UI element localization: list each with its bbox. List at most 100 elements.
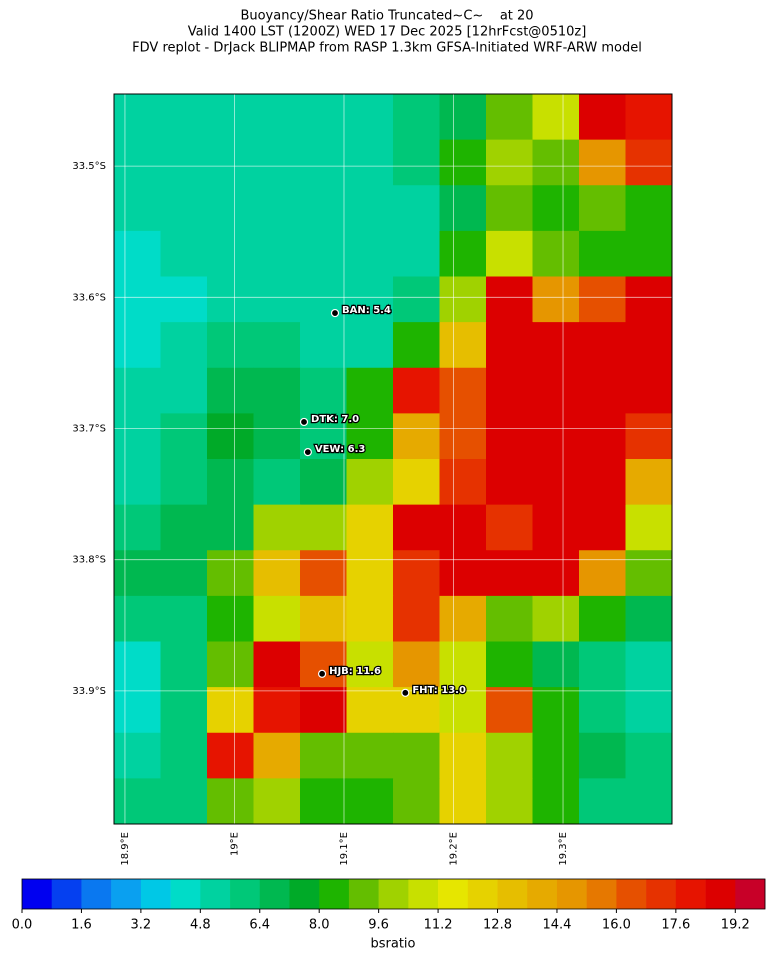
heat-cell (579, 550, 626, 597)
heat-cell (346, 139, 394, 186)
heat-cell (253, 459, 301, 506)
colorbar-swatch (170, 879, 201, 909)
heat-cell (486, 230, 533, 277)
heat-cell (486, 687, 533, 734)
heat-cell (114, 322, 161, 369)
heat-cell (207, 230, 254, 277)
station-label: VEW: 6.3 (315, 444, 366, 455)
colorbar-swatch (527, 879, 558, 909)
chart-title: Buoyancy/Shear Ratio Truncated~C~ at 20 (240, 9, 533, 24)
heat-cell (300, 504, 347, 551)
heat-cell (579, 322, 626, 369)
x-tick-label: 19.3°E (558, 832, 569, 866)
y-tick-label: 33.5°S (72, 161, 106, 172)
colorbar-tick-label: 11.2 (424, 918, 453, 933)
colorbar-swatch (675, 879, 706, 909)
heat-cell (579, 641, 626, 688)
heat-cell (393, 367, 440, 414)
heat-cell (625, 185, 673, 232)
heat-cell (486, 322, 533, 369)
y-tick-label: 33.6°S (72, 292, 106, 303)
heat-cell (579, 732, 626, 779)
heat-cell (160, 732, 208, 779)
heat-cell (579, 504, 626, 551)
heat-cell (160, 367, 208, 414)
colorbar-swatch (646, 879, 677, 909)
station-marker (317, 669, 327, 678)
heat-cell (346, 641, 394, 688)
heat-cell (486, 595, 533, 642)
colorbar-tick-label: 0.0 (12, 918, 33, 933)
heat-cell (439, 641, 487, 688)
heat-cell (253, 230, 301, 277)
colorbar-tick-label: 17.6 (661, 918, 690, 933)
heat-cell (439, 550, 487, 597)
heat-cell (393, 550, 440, 597)
colorbar-swatch (200, 879, 231, 909)
heat-cell (532, 595, 580, 642)
heat-cell (486, 732, 533, 779)
heat-cell (114, 459, 161, 506)
heat-cell (393, 94, 440, 141)
heat-cell (114, 230, 161, 277)
heat-cell (114, 94, 161, 141)
heat-cell (207, 185, 254, 232)
heat-cell (114, 550, 161, 597)
colorbar-swatch (22, 879, 53, 909)
colorbar-swatch (378, 879, 409, 909)
chart-subtitle: FDV replot - DrJack BLIPMAP from RASP 1.… (132, 41, 642, 56)
heat-cell (207, 778, 254, 825)
heat-cell (207, 504, 254, 551)
heat-cell (486, 504, 533, 551)
heat-cell (160, 185, 208, 232)
heat-cell (346, 550, 394, 597)
heat-cell (253, 94, 301, 141)
heat-cell (346, 778, 394, 825)
colorbar-swatch (438, 879, 469, 909)
heat-cell (439, 139, 487, 186)
heat-cell (532, 732, 580, 779)
heat-cell (486, 778, 533, 825)
heat-cell (253, 139, 301, 186)
colorbar-tick-label: 9.6 (368, 918, 389, 933)
y-tick-label: 33.8°S (72, 555, 106, 566)
colorbar-swatch (51, 879, 82, 909)
heat-cell (439, 732, 487, 779)
heat-cell (346, 185, 394, 232)
station-marker (299, 417, 309, 427)
heat-cell (579, 778, 626, 825)
heat-cell (160, 687, 208, 734)
heat-cell (625, 504, 673, 551)
colorbar-swatch (230, 879, 261, 909)
heat-cell (439, 504, 487, 551)
heat-cell (300, 641, 347, 688)
heat-cell (207, 413, 254, 460)
heat-cell (300, 322, 347, 369)
colorbar-tick-label: 6.4 (249, 918, 270, 933)
heat-cell (579, 595, 626, 642)
heat-cell (114, 139, 161, 186)
chart-subtitle: Valid 1400 LST (1200Z) WED 17 Dec 2025 [… (188, 25, 587, 40)
heat-cell (300, 459, 347, 506)
heat-cell (253, 322, 301, 369)
heat-cell (207, 595, 254, 642)
heat-cell (486, 641, 533, 688)
heat-cell (207, 732, 254, 779)
x-tick-label: 18.9°E (120, 832, 131, 866)
heat-cell (625, 732, 673, 779)
heat-cell (625, 641, 673, 688)
heat-cell (300, 732, 347, 779)
heat-cell (625, 413, 673, 460)
heat-cell (486, 550, 533, 597)
heat-cell (253, 276, 301, 323)
heat-cell (346, 367, 394, 414)
heat-cell (300, 230, 347, 277)
heat-cell (532, 687, 580, 734)
heat-cell (486, 276, 533, 323)
heat-cell (532, 185, 580, 232)
heat-cell (439, 322, 487, 369)
heat-cell (579, 139, 626, 186)
heat-cell (393, 687, 440, 734)
station-label: FHT: 13.0 (412, 685, 466, 696)
